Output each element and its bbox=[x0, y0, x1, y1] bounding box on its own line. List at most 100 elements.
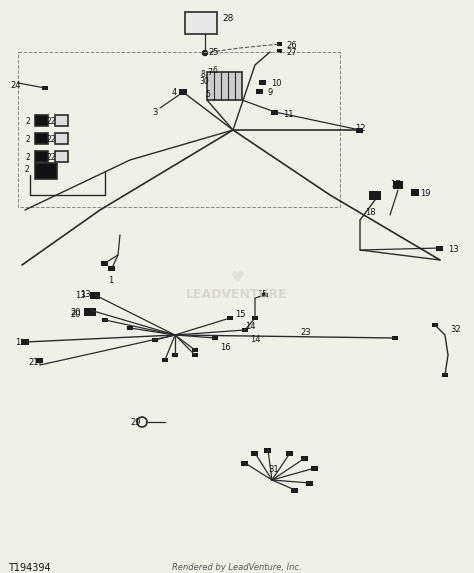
Bar bbox=[212, 336, 218, 340]
Text: 15: 15 bbox=[235, 310, 246, 319]
Bar bbox=[301, 456, 309, 461]
Text: 2: 2 bbox=[26, 153, 31, 162]
Bar bbox=[207, 72, 242, 100]
Bar bbox=[192, 348, 198, 352]
Text: 6: 6 bbox=[213, 66, 218, 75]
Text: 11: 11 bbox=[283, 110, 293, 119]
Bar bbox=[92, 293, 98, 297]
Bar bbox=[286, 450, 293, 456]
Bar bbox=[256, 88, 264, 93]
Bar bbox=[311, 465, 319, 470]
Bar bbox=[259, 80, 266, 84]
Text: LEADVENTURE: LEADVENTURE bbox=[186, 288, 288, 301]
Bar bbox=[437, 245, 444, 250]
Text: 4: 4 bbox=[172, 88, 177, 97]
Text: 2: 2 bbox=[25, 165, 30, 174]
Bar bbox=[277, 49, 283, 53]
Text: 20: 20 bbox=[70, 310, 81, 319]
Bar bbox=[42, 86, 48, 90]
Text: 17: 17 bbox=[390, 180, 401, 189]
Bar bbox=[87, 308, 93, 312]
Text: 18: 18 bbox=[365, 208, 375, 217]
Bar bbox=[127, 326, 133, 330]
Bar bbox=[55, 133, 68, 144]
Text: ♥: ♥ bbox=[230, 270, 244, 285]
Text: 15: 15 bbox=[257, 290, 267, 299]
Text: 3: 3 bbox=[152, 108, 157, 117]
Bar bbox=[109, 265, 116, 270]
Text: 8: 8 bbox=[201, 70, 206, 79]
Bar bbox=[55, 115, 68, 126]
Text: 22: 22 bbox=[47, 135, 56, 144]
Text: 22: 22 bbox=[47, 153, 56, 162]
Text: 22: 22 bbox=[47, 117, 56, 126]
Bar bbox=[356, 128, 364, 132]
Text: T194394: T194394 bbox=[8, 563, 51, 573]
Bar bbox=[90, 292, 100, 299]
Text: 2: 2 bbox=[26, 135, 31, 144]
Bar bbox=[179, 89, 187, 95]
Bar bbox=[185, 12, 217, 34]
Bar bbox=[369, 190, 381, 199]
Text: 5: 5 bbox=[205, 90, 210, 99]
Text: 26: 26 bbox=[286, 41, 297, 50]
Bar bbox=[152, 338, 158, 342]
Bar bbox=[101, 261, 109, 265]
Bar bbox=[35, 151, 48, 162]
Text: 25: 25 bbox=[208, 48, 219, 57]
Text: 24: 24 bbox=[10, 81, 20, 90]
Text: 1: 1 bbox=[15, 338, 20, 347]
Bar bbox=[264, 448, 272, 453]
Bar bbox=[35, 163, 57, 179]
Text: 13: 13 bbox=[80, 290, 91, 299]
Bar bbox=[84, 308, 96, 316]
Text: 27: 27 bbox=[286, 48, 297, 57]
Bar bbox=[21, 339, 29, 345]
Text: 10: 10 bbox=[271, 79, 282, 88]
Text: Rendered by LeadVenture, Inc.: Rendered by LeadVenture, Inc. bbox=[172, 563, 302, 572]
Text: 16: 16 bbox=[220, 343, 231, 352]
Text: 7: 7 bbox=[207, 68, 212, 77]
Text: 31: 31 bbox=[268, 465, 279, 474]
Bar bbox=[227, 316, 233, 320]
Circle shape bbox=[202, 50, 208, 56]
Text: 1: 1 bbox=[108, 276, 113, 285]
Text: 28: 28 bbox=[222, 14, 233, 23]
Bar bbox=[307, 481, 313, 485]
Bar bbox=[35, 115, 48, 126]
Bar bbox=[272, 109, 279, 115]
Bar bbox=[252, 316, 258, 320]
Text: 9: 9 bbox=[268, 88, 273, 97]
Text: 12: 12 bbox=[355, 124, 365, 133]
Bar bbox=[102, 318, 108, 322]
Bar bbox=[393, 181, 403, 189]
Text: 23: 23 bbox=[300, 328, 310, 337]
Bar bbox=[411, 189, 419, 195]
Bar bbox=[241, 461, 248, 465]
Text: 14: 14 bbox=[245, 322, 255, 331]
Bar bbox=[36, 358, 44, 363]
Bar bbox=[242, 328, 248, 332]
Text: 13: 13 bbox=[75, 291, 86, 300]
Bar bbox=[262, 293, 268, 297]
Bar bbox=[172, 353, 178, 357]
Bar bbox=[442, 373, 448, 377]
Text: 32: 32 bbox=[450, 325, 461, 334]
Bar bbox=[35, 133, 48, 144]
Bar bbox=[432, 323, 438, 327]
Text: 30: 30 bbox=[199, 77, 209, 86]
Text: 21: 21 bbox=[28, 358, 38, 367]
Bar bbox=[18, 52, 340, 207]
Text: 19: 19 bbox=[420, 189, 430, 198]
Text: 14: 14 bbox=[250, 335, 261, 344]
Text: 29: 29 bbox=[130, 418, 140, 427]
Bar bbox=[192, 353, 198, 357]
Bar bbox=[162, 358, 168, 362]
Text: 20: 20 bbox=[70, 308, 81, 317]
Bar bbox=[252, 450, 258, 456]
Bar bbox=[277, 42, 283, 46]
Bar bbox=[392, 336, 398, 340]
Text: 13: 13 bbox=[448, 245, 459, 254]
Bar bbox=[292, 488, 299, 493]
Bar bbox=[55, 151, 68, 162]
